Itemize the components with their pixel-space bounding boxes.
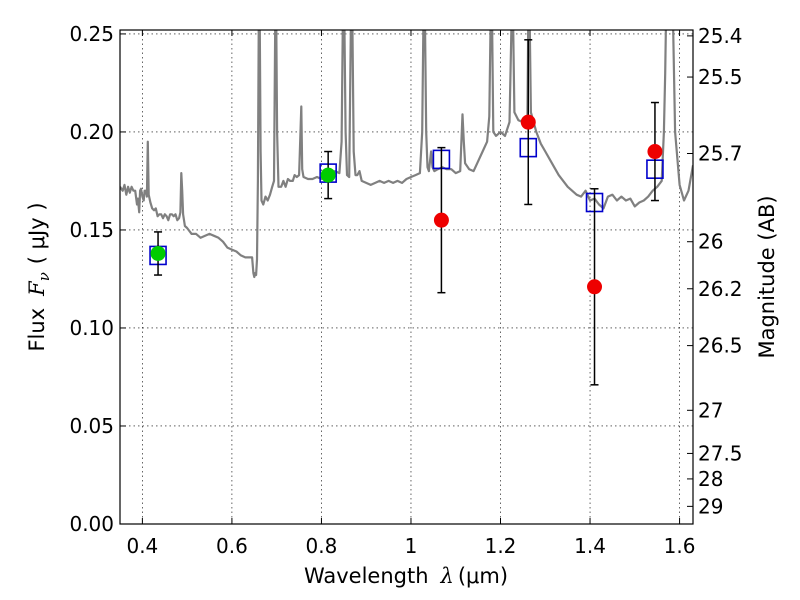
spectrum-line [120,30,693,279]
x-tick-label: 0.8 [306,534,338,558]
y2-tick-label: 25.4 [698,24,743,48]
x-tick-label: 0.6 [216,534,248,558]
plot-frame [119,29,694,525]
y2-tick-label: 25.5 [698,65,743,89]
x-tick-label: 0.4 [126,534,158,558]
x-axis-label: Wavelength λ (μm) [304,564,508,588]
x-tick-label: 1 [405,534,418,558]
y2-tick-label: 26 [698,230,723,254]
data-point-marker [587,279,603,295]
data-point-marker [433,212,449,228]
axis-ticks: 0.4 0.6 0.8 1 1.2 1.4 1.6 0.00 0.05 0.10 0.15 0.20 0… [69,22,742,558]
y2-tick-label: 26.2 [698,277,743,301]
y-tick-label: 0.25 [69,22,114,46]
y-axis-label: FluxFν( μJy ) [25,202,53,351]
y-tick-label: 0.15 [69,218,114,242]
x-tick-label: 1.2 [485,534,517,558]
data-point-marker [320,167,336,183]
y2-tick-label: 28 [698,467,723,491]
y2-tick-label: 27 [698,398,723,422]
data-point-marker [647,144,663,160]
x-tick-label: 1.4 [574,534,606,558]
y2-tick-label: 27.5 [698,441,743,465]
y-tick-label: 0.10 [69,316,114,340]
y-tick-label: 0.00 [69,512,114,536]
y2-axis-label: Magnitude (AB) [755,195,779,358]
data-point-marker [520,114,536,130]
x-tick-label: 1.6 [664,534,696,558]
y2-tick-label: 26.5 [698,334,743,358]
plot-area [120,30,693,386]
y-tick-label: 0.05 [69,414,114,438]
y-tick-label: 0.20 [69,120,114,144]
y2-tick-label: 25.7 [698,142,743,166]
y2-tick-label: 29 [698,494,723,518]
data-point-marker [150,245,166,261]
